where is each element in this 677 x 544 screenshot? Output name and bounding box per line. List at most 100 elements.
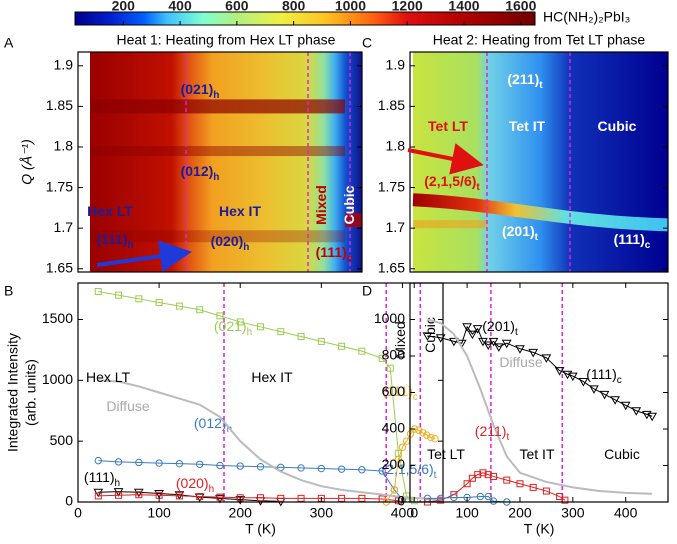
marker (423, 431, 431, 439)
series-label: (111)h (84, 469, 120, 489)
series-line (427, 496, 507, 503)
annotation-sub: c (645, 240, 651, 251)
marker (419, 428, 427, 437)
marker (297, 464, 305, 472)
marker (317, 464, 326, 473)
marker (449, 337, 459, 347)
annotation-sub: c (347, 253, 353, 264)
marker (479, 469, 487, 477)
annotation: Tet IT (509, 118, 546, 134)
colorbar-tick-label: 400 (168, 0, 192, 14)
x-axis-label: T (K) (245, 521, 276, 537)
marker (317, 337, 325, 345)
arrow (407, 143, 484, 175)
marker (378, 354, 386, 362)
marker (542, 487, 550, 495)
marker (414, 426, 423, 434)
panel-letter: D (362, 283, 372, 299)
annotation: (111)c (586, 366, 622, 386)
marker (196, 493, 204, 501)
annotation: (111)c (614, 231, 651, 251)
marker (647, 412, 658, 422)
series-label: Diffuse (499, 354, 543, 370)
marker (358, 494, 366, 502)
marker (515, 345, 525, 354)
y-tick-label: 1000 (374, 310, 405, 326)
diffraction-band (412, 193, 669, 232)
panel-title: Heat 1: Heating from Hex LT phase (117, 32, 336, 48)
panel-letter: A (4, 35, 14, 51)
marker (277, 494, 285, 502)
colorbar (74, 11, 536, 26)
marker (297, 333, 305, 341)
annotation-sub: h (213, 90, 219, 101)
series-line (427, 472, 566, 503)
marker (589, 385, 599, 394)
marker (133, 488, 144, 498)
marker (236, 318, 244, 326)
plot-frame (77, 51, 363, 273)
marker (631, 407, 642, 416)
y-tick-label: 1000 (42, 371, 73, 387)
marker (394, 497, 402, 505)
annotation: (201)t (502, 223, 539, 243)
marker (338, 342, 346, 350)
y-tick-label: 1.75 (378, 178, 405, 194)
annotation-main: (111) (586, 366, 617, 382)
marker (474, 471, 482, 479)
colorbar-tick-label: 200 (112, 0, 136, 14)
y-tick-label: 800 (382, 347, 406, 363)
marker (216, 312, 224, 320)
series-label-main: (201) (482, 318, 515, 334)
annotation-main: Cubic (341, 185, 357, 224)
annotation: (012)h (181, 163, 220, 183)
marker (196, 306, 204, 314)
marker (431, 435, 439, 443)
marker (503, 476, 511, 484)
marker (472, 325, 483, 334)
annotation: Tet LT (428, 118, 468, 134)
annotation-main: (201) (502, 223, 535, 239)
marker (567, 372, 578, 382)
series-label-sub: h (209, 484, 215, 495)
series-label-main: (021) (214, 318, 247, 334)
y-tick-label: 1.75 (46, 178, 73, 194)
marker (135, 491, 143, 499)
annotation-main: Tet IT (519, 446, 554, 462)
annotation: Cubic (341, 185, 357, 224)
series-line (98, 291, 415, 502)
arrow (96, 240, 192, 273)
series-label-main: (012) (194, 415, 227, 431)
y-tick-label: 500 (50, 432, 74, 448)
marker (484, 471, 492, 479)
marker (620, 401, 631, 411)
plot-frame (409, 282, 669, 503)
marker (394, 455, 403, 464)
marker (194, 493, 205, 503)
marker (390, 486, 399, 494)
annotation-main: Hex IT (219, 203, 261, 219)
annotation: Hex IT (219, 203, 261, 219)
annotation-main: Cubic (604, 446, 640, 462)
annotation: Cubic (598, 118, 637, 134)
marker (484, 492, 492, 501)
marker (94, 456, 102, 465)
annotation: Mixed (313, 185, 329, 225)
annotation-main: Tet LT (427, 446, 465, 462)
annotation-main: Hex LT (87, 203, 133, 219)
annotation-sub: h (128, 240, 134, 251)
colorbar-label: HC(NH₂)₂PbI₃ (543, 9, 630, 25)
diffraction-band (413, 220, 487, 229)
marker (175, 302, 183, 310)
annotation: Hex LT (86, 369, 131, 385)
series-label-sub: h (247, 327, 253, 338)
annotation-sub: c (617, 375, 622, 386)
annotation: (111)h (96, 231, 133, 251)
marker (493, 343, 504, 352)
marker (277, 328, 285, 336)
y-axis-label: (arb. units) (23, 359, 39, 426)
annotation-main: Cubic (598, 118, 637, 134)
panel-letter: B (4, 283, 13, 299)
diffuse-line (427, 318, 653, 495)
marker (398, 443, 407, 451)
